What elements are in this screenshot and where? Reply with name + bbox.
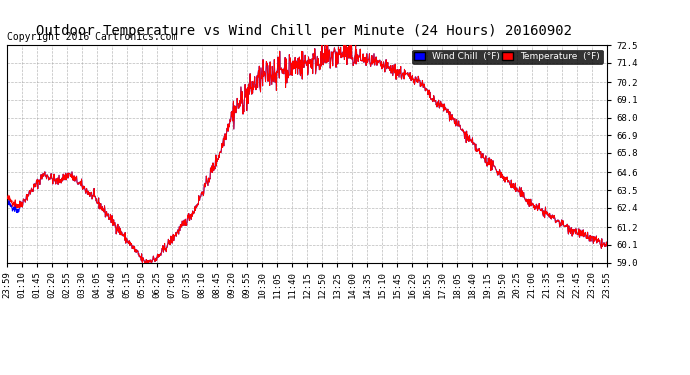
Text: Outdoor Temperature vs Wind Chill per Minute (24 Hours) 20160902: Outdoor Temperature vs Wind Chill per Mi…: [36, 24, 571, 38]
Text: Copyright 2016 Cartronics.com: Copyright 2016 Cartronics.com: [7, 32, 177, 42]
Legend: Wind Chill  (°F), Temperature  (°F): Wind Chill (°F), Temperature (°F): [412, 50, 602, 64]
